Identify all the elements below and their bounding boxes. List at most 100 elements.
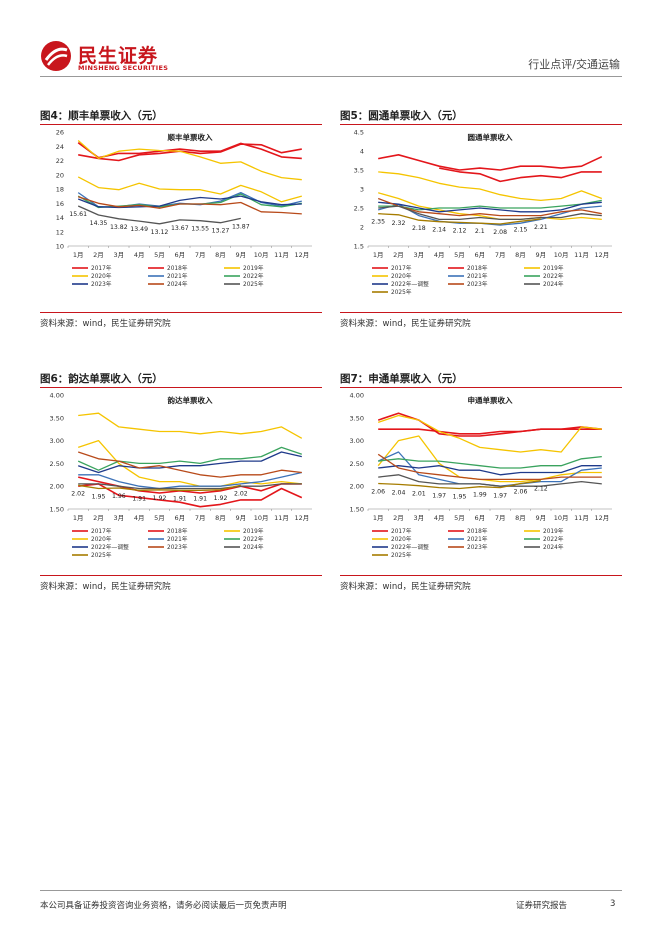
legend-label: 2019年 (543, 264, 564, 272)
legend-label: 2017年 (91, 527, 112, 535)
x-tick-label: 2月 (93, 251, 104, 259)
legend-label: 2022年—调整 (391, 543, 429, 551)
x-tick-label: 9月 (236, 251, 247, 259)
data-label: 2.1 (475, 228, 485, 235)
data-label: 13.49 (130, 226, 148, 233)
data-label: 15.61 (69, 211, 87, 218)
y-tick-label: 16 (56, 200, 64, 208)
y-tick-label: 24 (56, 143, 64, 151)
legend-label: 2025年 (391, 551, 412, 559)
y-tick-label: 18 (56, 186, 64, 194)
figure-4-title-rule (40, 124, 322, 125)
x-tick-label: 3月 (414, 514, 425, 522)
legend-label: 2024年 (167, 280, 188, 288)
x-tick-label: 10月 (554, 251, 569, 259)
legend-label: 2020年 (391, 535, 412, 543)
legend-label: 2021年 (467, 535, 488, 543)
data-label: 13.87 (232, 223, 250, 230)
data-label: 2.06 (371, 488, 385, 495)
x-tick-label: 1月 (73, 514, 84, 522)
series-line (78, 483, 302, 490)
data-label: 2.12 (534, 486, 548, 493)
x-tick-label: 12月 (294, 514, 309, 522)
legend-label: 2025年 (91, 551, 112, 559)
y-tick-label: 20 (56, 171, 64, 179)
legend-label: 2023年 (467, 280, 488, 288)
y-tick-label: 14 (56, 214, 64, 222)
legend-label: 2021年 (167, 535, 188, 543)
data-label: 2.14 (432, 227, 446, 234)
legend-label: 2019年 (543, 527, 564, 535)
x-tick-label: 12月 (594, 251, 609, 259)
legend-label: 2017年 (391, 264, 412, 272)
x-tick-label: 4月 (434, 251, 445, 259)
series-line (377, 435, 602, 483)
series-line (378, 192, 602, 221)
x-tick-label: 12月 (594, 514, 609, 522)
x-tick-label: 8月 (515, 514, 526, 522)
figure-7-title-rule (340, 387, 622, 388)
data-label: 13.55 (191, 226, 209, 233)
x-tick-label: 4月 (434, 514, 445, 522)
y-tick-label: 3 (360, 186, 364, 194)
data-label: 2.08 (493, 229, 507, 236)
x-tick-label: 7月 (495, 514, 506, 522)
figure-7-title: 图7：申通单票收入（元） (340, 373, 463, 385)
series-line (78, 484, 241, 491)
data-label: 2.06 (514, 488, 528, 495)
minsheng-logo-icon (41, 41, 71, 71)
figure-5-title-rule (340, 124, 622, 125)
legend-label: 2023年 (91, 280, 112, 288)
data-label: 2.35 (371, 219, 385, 226)
series-line (77, 451, 302, 478)
y-tick-label: 3.50 (350, 414, 364, 422)
data-label: 1.92 (153, 495, 167, 502)
figure-6-source-rule (40, 575, 322, 576)
x-tick-label: 10月 (254, 514, 269, 522)
legend-label: 2025年 (243, 280, 264, 288)
legend-label: 2020年 (91, 272, 112, 280)
y-tick-label: 26 (56, 129, 64, 137)
y-tick-label: 4.5 (354, 129, 364, 137)
data-label: 1.95 (453, 493, 467, 500)
figure-5-chart: 1.5 2 2.5 3 3.5 4 4.5 1月 2月 3月 4月 5月 6月 7月 8月 9月 10月 11月 1… (354, 129, 612, 296)
data-label: 1.96 (112, 493, 126, 500)
series-line (378, 213, 541, 225)
data-label: 1.92 (214, 495, 228, 502)
y-tick-label: 4.00 (350, 392, 364, 400)
series-line (78, 471, 302, 490)
data-label: 2.02 (71, 490, 85, 497)
x-tick-label: 3月 (414, 251, 425, 259)
chart-title: 顺丰单票收入 (168, 132, 213, 142)
data-label: 2.21 (534, 224, 548, 231)
chart-title: 韵达单票收入 (168, 395, 213, 405)
series-line (378, 154, 603, 171)
data-label: 13.82 (110, 224, 128, 231)
series-line (378, 480, 541, 490)
legend-label: 2022年 (543, 272, 564, 280)
logo: 民生证券 MINSHENG SECURITIES (40, 40, 190, 74)
figure-4-chart: 10 12 14 16 18 20 22 24 26 1月 2月 3月 4月 5月 6月 7月 8月 9月 10月 1… (56, 129, 312, 288)
y-tick-label: 4 (360, 148, 364, 156)
data-label: 2.02 (234, 490, 248, 497)
x-tick-label: 8月 (215, 514, 226, 522)
data-label: 1.95 (92, 493, 106, 500)
x-tick-label: 9月 (236, 514, 247, 522)
chart-title: 申通单票收入 (468, 395, 513, 405)
legend-label: 2025年 (391, 288, 412, 296)
legend-label: 2021年 (167, 272, 188, 280)
x-tick-label: 11月 (274, 251, 289, 259)
y-tick-label: 22 (56, 157, 64, 165)
figure-4-source: 资料来源：wind，民生证券研究院 (40, 319, 171, 329)
x-tick-label: 6月 (175, 514, 186, 522)
data-label: 1.91 (132, 495, 146, 502)
x-tick-label: 7月 (195, 251, 206, 259)
figure-4-source-rule (40, 312, 322, 313)
y-tick-label: 2.00 (50, 483, 64, 491)
x-tick-label: 3月 (114, 514, 125, 522)
data-label: 13.12 (151, 229, 169, 236)
legend-label: 2022年—调整 (91, 543, 129, 551)
x-tick-label: 4月 (134, 251, 145, 259)
series-line (78, 196, 302, 215)
figure-7-source-rule (340, 575, 622, 576)
